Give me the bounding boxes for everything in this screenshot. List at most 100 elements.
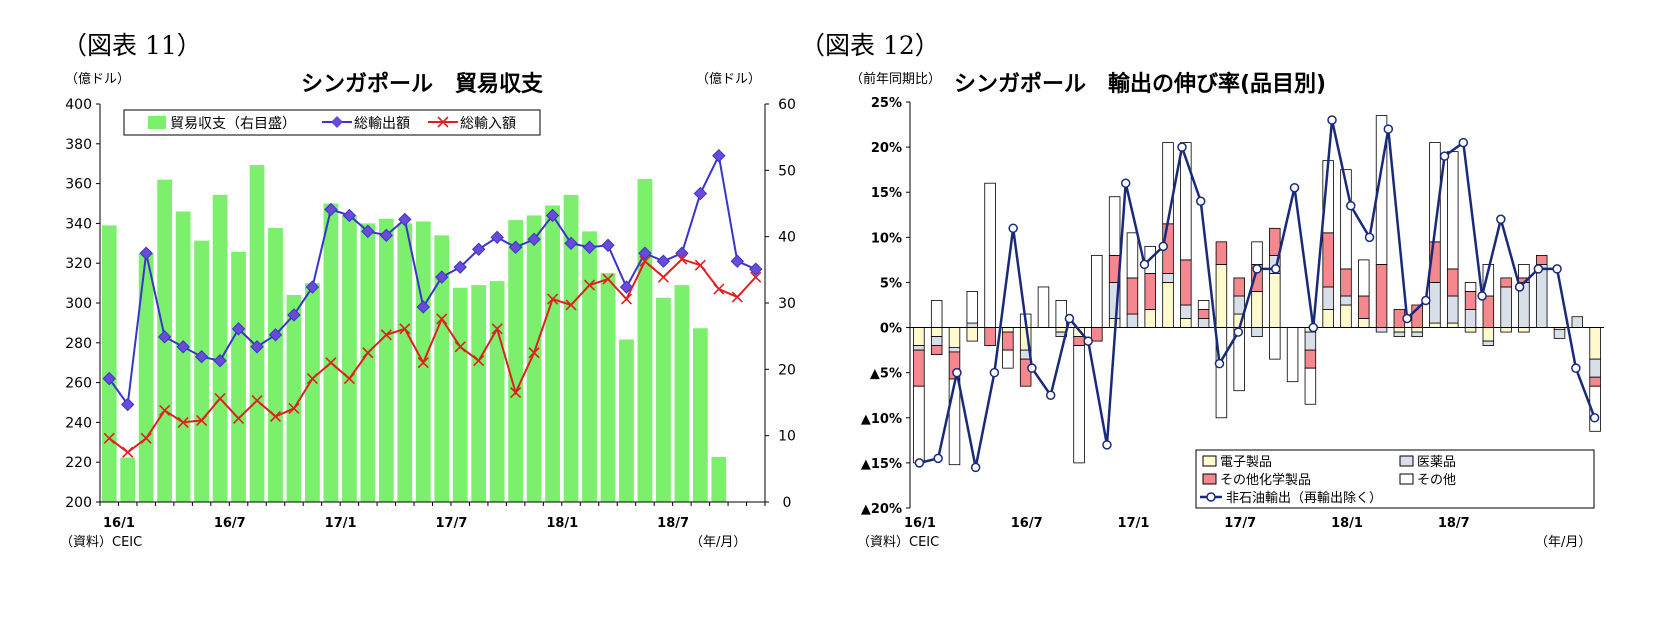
total-imports-point <box>399 323 411 335</box>
total-exports-point <box>749 262 763 276</box>
total-imports-point <box>288 402 300 415</box>
electronics-segment <box>1411 327 1423 333</box>
x-tick-label: 16/7 <box>1011 516 1043 531</box>
other-chemicals-segment <box>1215 241 1228 265</box>
other-segment <box>1073 345 1085 464</box>
trade-balance-bar <box>286 295 302 502</box>
legend-swatch-electronics <box>1202 455 1217 467</box>
chart2-x-unit: （年/月） <box>1535 535 1591 550</box>
pharma-segment <box>948 347 961 353</box>
total-exports-point <box>287 308 301 322</box>
non-oil-exports-point <box>989 367 1000 378</box>
trade-balance-bar <box>323 203 339 502</box>
other-segment <box>1197 300 1210 310</box>
chart2-title: シンガポール 輸出の伸び率(品目別) <box>954 71 1326 97</box>
trade-balance-bar <box>526 215 542 502</box>
left-y-tick-label: 400 <box>65 97 92 113</box>
legend-swatch-other <box>1399 473 1414 485</box>
trade-balance-bar <box>545 205 560 503</box>
total-imports-point <box>491 323 503 335</box>
total-imports-point <box>417 357 429 369</box>
legend-label-electronics: 電子製品 <box>1220 455 1272 470</box>
trade-balance-bar <box>563 194 579 503</box>
legend-swatch-trade-balance <box>148 116 166 129</box>
non-oil-exports-point <box>1289 182 1300 193</box>
total-exports-point <box>102 371 116 386</box>
other-chemicals-segment <box>1589 376 1601 387</box>
other-chemicals-segment <box>1269 227 1281 256</box>
non-oil-exports-point <box>1402 313 1412 324</box>
legend-label-other: その他 <box>1417 473 1456 488</box>
trade-balance-bar <box>360 223 376 502</box>
other-segment <box>1358 259 1370 297</box>
other-segment <box>1037 286 1050 328</box>
total-imports-point <box>731 291 743 303</box>
chart1-source: （資料）CEIC <box>60 535 142 550</box>
non-oil-exports-point <box>1214 358 1225 369</box>
trade-balance-bar <box>600 273 616 502</box>
pharma-segment <box>1304 331 1317 351</box>
other-chemicals-segment <box>1197 309 1210 319</box>
non-oil-exports-point <box>1552 264 1562 274</box>
non-oil-exports-point <box>952 367 962 378</box>
other-segment <box>1162 142 1174 225</box>
left-y-tick-label: 200 <box>65 495 92 511</box>
non-oil-exports-point <box>1045 390 1056 400</box>
total-imports-point <box>583 279 596 291</box>
non-oil-exports-point <box>1027 363 1037 373</box>
pharma-segment <box>1322 286 1334 310</box>
total-imports-point <box>657 271 669 283</box>
y-tick-label: 5% <box>880 276 902 291</box>
other-chemicals-segment <box>1002 331 1014 351</box>
y-tick-label: 20% <box>871 141 902 156</box>
non-oil-exports-point <box>1120 178 1131 188</box>
non-oil-exports-point <box>1308 322 1319 333</box>
other-chemicals-segment <box>913 349 925 387</box>
other-segment <box>1482 263 1495 297</box>
trade-balance-bar <box>471 285 487 502</box>
electronics-segment <box>1269 273 1281 328</box>
left-y-tick-label: 220 <box>65 455 92 471</box>
non-oil-exports-point <box>1571 363 1581 373</box>
other-chemicals-segment <box>1144 273 1156 310</box>
electronics-segment <box>930 327 943 337</box>
y-tick-label: 25% <box>871 96 902 111</box>
trade-balance-bar <box>120 457 136 502</box>
trade-balance-bar <box>692 328 708 502</box>
other-segment <box>1340 169 1352 270</box>
left-y-tick-label: 380 <box>65 137 92 153</box>
left-y-tick-label: 260 <box>65 376 92 392</box>
total-exports-point <box>361 224 375 239</box>
total-exports-point <box>379 228 394 243</box>
chart1-right-unit: （億ドル） <box>696 71 761 87</box>
legend-marker-exports <box>331 116 343 128</box>
other-segment <box>1002 349 1014 369</box>
total-exports-point <box>601 238 615 252</box>
total-exports-point <box>194 350 209 364</box>
other-chemicals-segment <box>1091 327 1103 342</box>
total-exports-point <box>453 260 467 274</box>
non-oil-exports-point <box>1514 282 1525 292</box>
total-exports-point <box>638 246 652 260</box>
y-tick-label: ▲15% <box>861 457 902 472</box>
legend-label-trade-balance: 貿易収支（右目盛） <box>170 116 296 132</box>
other-segment <box>984 182 996 328</box>
total-exports-point <box>157 330 172 344</box>
legend-swatch-pharma <box>1399 455 1414 467</box>
pharma-segment <box>1589 358 1601 378</box>
y-tick-label: ▲5% <box>870 367 902 382</box>
electronics-segment <box>1429 322 1441 328</box>
electronics-segment <box>1055 327 1067 333</box>
total-exports-point <box>121 397 135 412</box>
pharma-segment <box>1126 313 1139 328</box>
pharma-segment <box>1393 331 1406 337</box>
total-imports-point <box>676 253 688 265</box>
trade-balance-bar <box>305 283 320 502</box>
other-segment <box>913 385 925 464</box>
pharma-segment <box>1571 316 1584 328</box>
total-exports-point <box>176 340 190 354</box>
left-y-tick-label: 360 <box>65 177 92 193</box>
non-oil-exports-point <box>1083 336 1093 346</box>
non-oil-exports-point <box>1102 440 1112 450</box>
non-oil-exports-point <box>1421 295 1431 306</box>
